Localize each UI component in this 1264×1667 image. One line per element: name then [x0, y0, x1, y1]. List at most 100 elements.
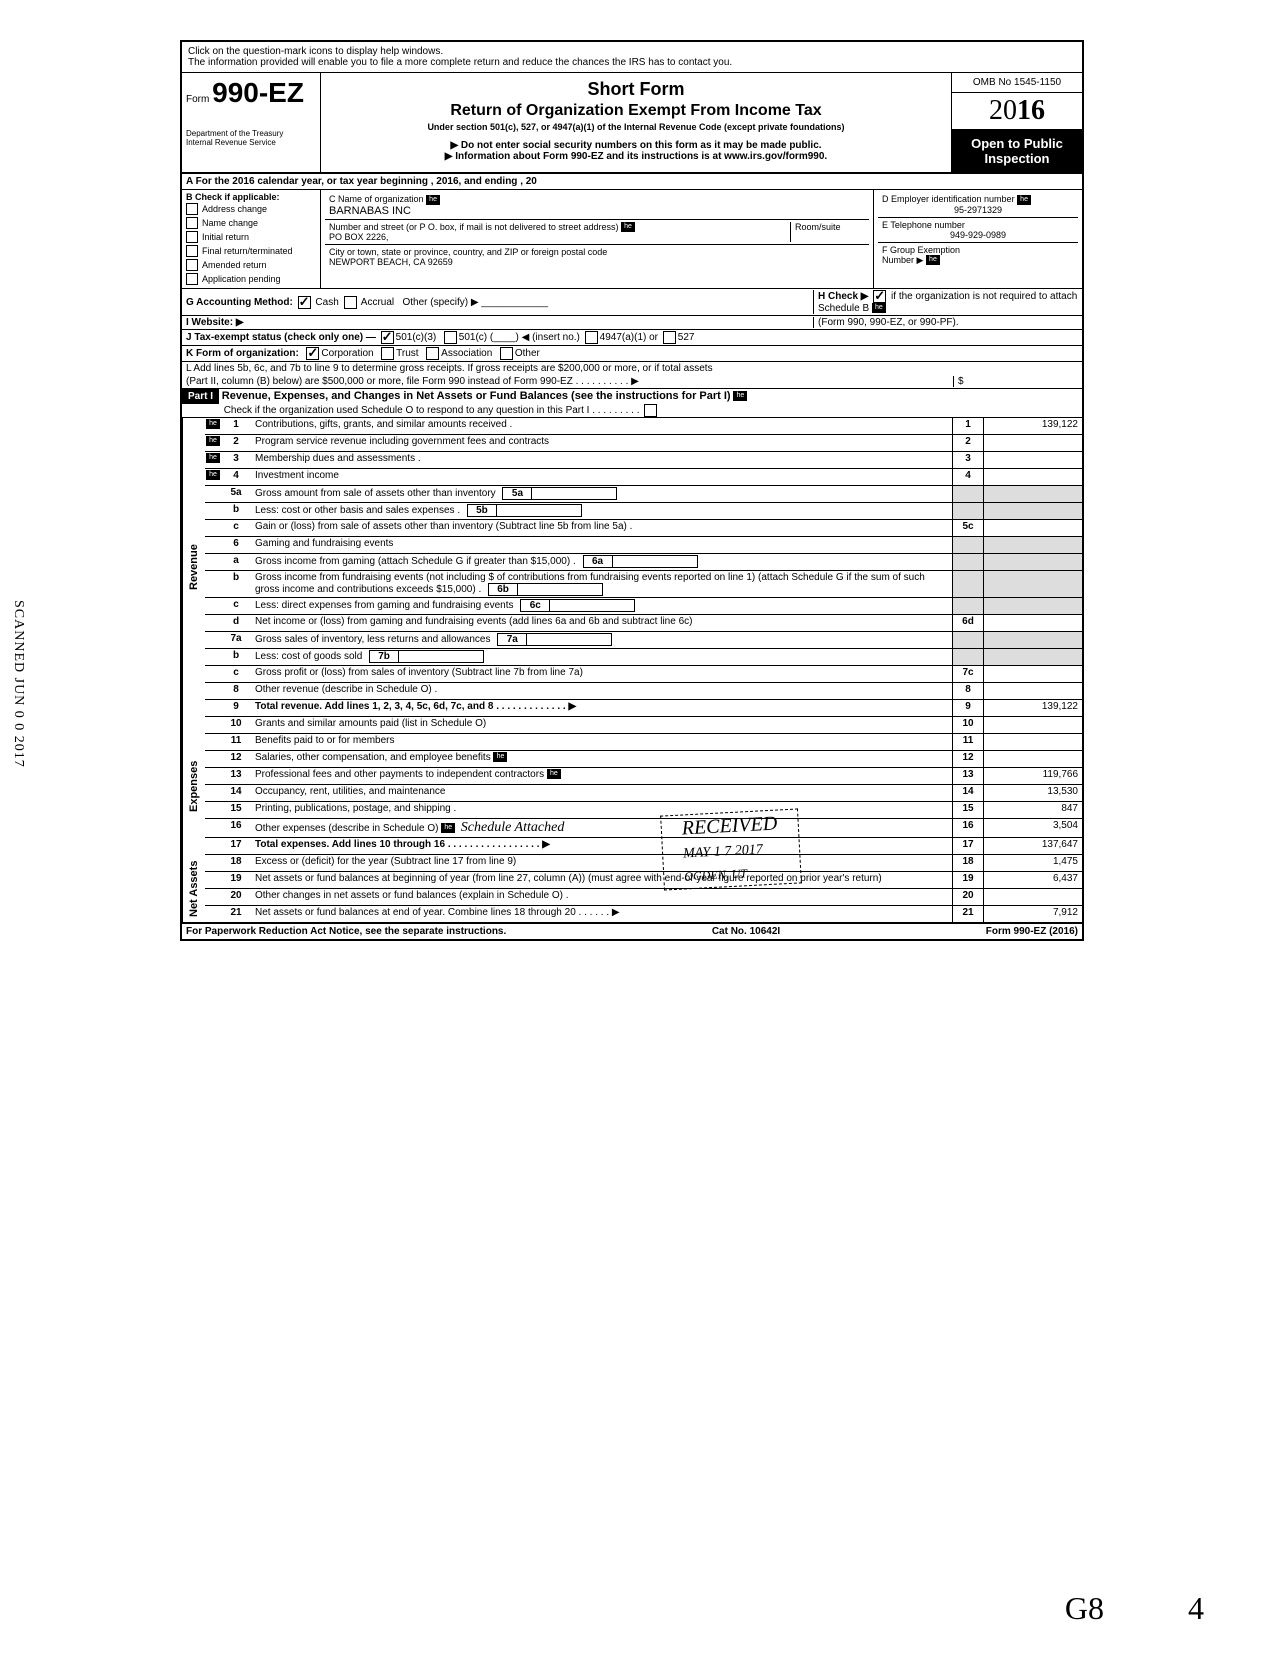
check-amended[interactable]: Amended return: [186, 258, 316, 272]
org-name-value: BARNABAS INC: [329, 205, 411, 217]
line-4: he 4 Investment income 4: [205, 469, 1082, 486]
form-ref: Form 990-EZ (2016): [986, 926, 1078, 937]
warning-ssn: ▶ Do not enter social security numbers o…: [329, 140, 943, 151]
handwritten-4: 4: [1188, 1590, 1204, 1627]
line-18: 18 Excess or (deficit) for the year (Sub…: [205, 855, 1082, 872]
line-6: 6 Gaming and fundraising events: [205, 537, 1082, 554]
line-6d: d Net income or (loss) from gaming and f…: [205, 615, 1082, 632]
line-2: he 2 Program service revenue including g…: [205, 435, 1082, 452]
handwritten-schedule: Schedule Attached: [461, 820, 565, 835]
check-association[interactable]: [426, 347, 439, 360]
omb-number: OMB No 1545-1150: [952, 73, 1082, 93]
corp-label: Corporation: [321, 348, 373, 359]
check-501c[interactable]: [444, 331, 457, 344]
year-16: 16: [1017, 95, 1045, 126]
form-header: Form 990-EZ Department of the Treasury I…: [182, 73, 1082, 174]
open-public-badge: Open to Public Inspection: [952, 130, 1082, 172]
section-c: C Name of organization he BARNABAS INC N…: [321, 190, 874, 288]
check-final-return[interactable]: Final return/terminated: [186, 244, 316, 258]
help-icon[interactable]: he: [621, 222, 635, 232]
room-suite-label: Room/suite: [790, 222, 865, 243]
line-16: 16 Other expenses (describe in Schedule …: [205, 819, 1082, 838]
group-exemption-label: F Group Exemption: [882, 245, 960, 255]
check-initial-return[interactable]: Initial return: [186, 230, 316, 244]
check-corporation[interactable]: [306, 347, 319, 360]
help-icon[interactable]: he: [426, 195, 440, 205]
section-l-line1: L Add lines 5b, 6c, and 7b to line 9 to …: [182, 362, 1082, 375]
help-icon[interactable]: he: [441, 823, 455, 833]
help-icon[interactable]: he: [872, 303, 886, 313]
sections-bcdef: B Check if applicable: Address change Na…: [182, 190, 1082, 289]
phone-label: E Telephone number: [882, 220, 965, 230]
assoc-label: Association: [441, 348, 492, 359]
sections-def: D Employer identification number he 95-2…: [874, 190, 1082, 288]
open-to-public: Open to Public: [971, 136, 1063, 151]
check-name-change[interactable]: Name change: [186, 216, 316, 230]
scanned-stamp: SCANNED JUN 0 0 2017: [10, 600, 26, 768]
website-label: I Website: ▶: [186, 317, 244, 328]
check-527[interactable]: [663, 331, 676, 344]
help-icon[interactable]: he: [206, 470, 220, 480]
section-h-label: H Check ▶: [818, 291, 868, 302]
help-banner: Click on the question-mark icons to disp…: [182, 42, 1082, 73]
title-short-form: Short Form: [329, 79, 943, 100]
check-4947[interactable]: [585, 331, 598, 344]
line-6b: b Gross income from fundraising events (…: [205, 571, 1082, 598]
expenses-section: Expenses 10 Grants and similar amounts p…: [182, 717, 1082, 855]
h-text2: (Form 990, 990-EZ, or 990-PF).: [813, 317, 1078, 328]
part1-title: Revenue, Expenses, and Changes in Net As…: [222, 390, 731, 402]
form-number-big: 990-EZ: [212, 77, 304, 108]
line-7c: c Gross profit or (loss) from sales of i…: [205, 666, 1082, 683]
help-icon[interactable]: he: [733, 391, 747, 401]
inspection: Inspection: [984, 151, 1049, 166]
line-7a: 7a Gross sales of inventory, less return…: [205, 632, 1082, 649]
section-k: K Form of organization: Corporation Trus…: [182, 346, 1082, 362]
line-21: 21 Net assets or fund balances at end of…: [205, 906, 1082, 922]
org-name-label: C Name of organization: [329, 194, 424, 204]
4947-label: 4947(a)(1) or: [600, 332, 658, 343]
section-l-text2: (Part II, column (B) below) are $500,000…: [186, 376, 953, 387]
check-trust[interactable]: [381, 347, 394, 360]
help-icon[interactable]: he: [206, 436, 220, 446]
check-schedule-o[interactable]: [644, 404, 657, 417]
check-cash[interactable]: [298, 296, 311, 309]
check-address-change[interactable]: Address change: [186, 202, 316, 216]
check-accrual[interactable]: [344, 296, 357, 309]
help-icon[interactable]: he: [206, 419, 220, 429]
form-number: Form 990-EZ: [186, 77, 316, 109]
section-a-tax-year: A For the 2016 calendar year, or tax yea…: [182, 174, 1082, 190]
section-b: B Check if applicable: Address change Na…: [182, 190, 321, 288]
check-application-pending[interactable]: Application pending: [186, 272, 316, 286]
expenses-label: Expenses: [182, 717, 205, 855]
line-10: 10 Grants and similar amounts paid (list…: [205, 717, 1082, 734]
part1-label: Part I: [182, 389, 219, 404]
501c-label: 501(c) (: [459, 332, 493, 343]
help-icon[interactable]: he: [206, 453, 220, 463]
line-12: 12 Salaries, other compensation, and emp…: [205, 751, 1082, 768]
help-icon[interactable]: he: [926, 255, 940, 265]
phone-value: 949-929-0989: [882, 230, 1074, 240]
insert-no: ) ◀ (insert no.): [516, 332, 580, 343]
handwritten-g8: G8: [1065, 1590, 1104, 1627]
help-icon[interactable]: he: [1017, 195, 1031, 205]
addr-value: PO BOX 2226,: [329, 232, 389, 242]
cat-no: Cat No. 10642I: [712, 926, 780, 937]
trust-label: Trust: [396, 348, 418, 359]
revenue-section: Revenue he 1 Contributions, gifts, grant…: [182, 418, 1082, 717]
department: Department of the Treasury Internal Reve…: [186, 129, 316, 147]
line-8: 8 Other revenue (describe in Schedule O)…: [205, 683, 1082, 700]
501c3-label: 501(c)(3): [396, 332, 437, 343]
help-icon[interactable]: he: [493, 752, 507, 762]
other-org-label: Other: [515, 348, 540, 359]
city-label: City or town, state or province, country…: [329, 247, 607, 257]
dept-irs: Internal Revenue Service: [186, 138, 276, 147]
check-other-org[interactable]: [500, 347, 513, 360]
section-b-label: B Check if applicable:: [186, 192, 316, 202]
check-501c3[interactable]: [381, 331, 394, 344]
info-link: ▶ Information about Form 990-EZ and its …: [329, 151, 943, 162]
line-5b: b Less: cost or other basis and sales ex…: [205, 503, 1082, 520]
help-icon[interactable]: he: [547, 769, 561, 779]
net-assets-section: Net Assets 18 Excess or (deficit) for th…: [182, 855, 1082, 924]
paperwork-notice: For Paperwork Reduction Act Notice, see …: [186, 926, 506, 937]
check-schedule-b[interactable]: [873, 290, 886, 303]
